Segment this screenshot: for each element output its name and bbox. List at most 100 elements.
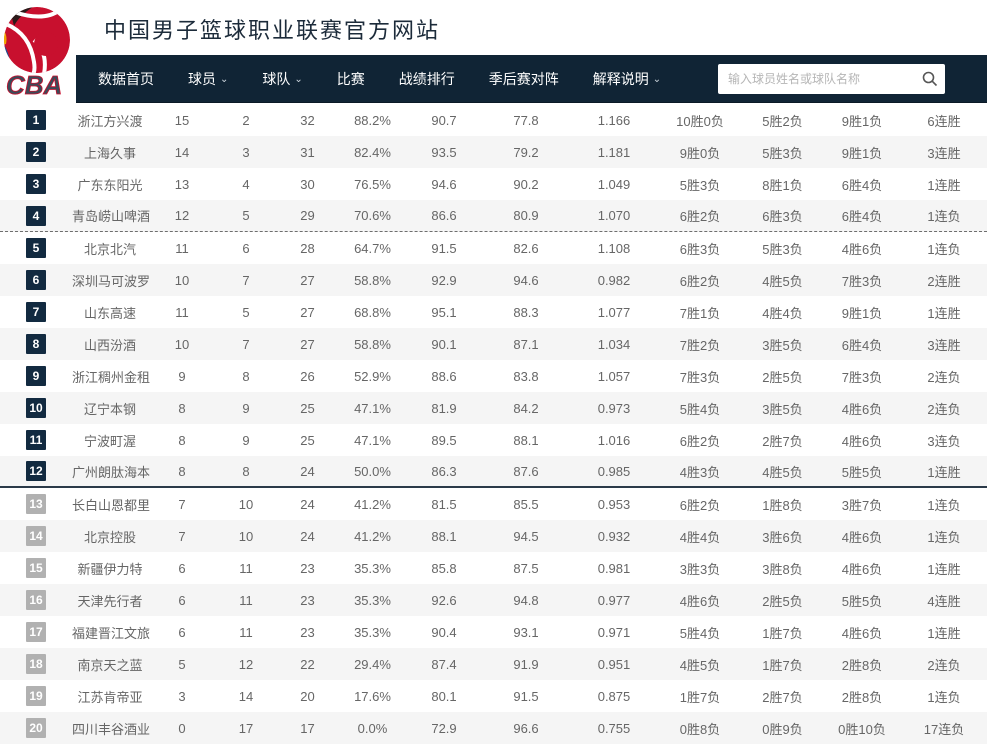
rank-cell: 9 bbox=[0, 366, 72, 386]
stat-cell: 1.034 bbox=[597, 336, 631, 352]
team-name-link[interactable]: 福建晋江文旅 bbox=[72, 625, 151, 641]
nav-item-2[interactable]: 球员 ⌄ bbox=[188, 69, 228, 89]
team-name-link[interactable]: 天津先行者 bbox=[77, 593, 143, 609]
stat-cell: 1连胜 bbox=[927, 177, 961, 193]
stat-cell: 4胜6负 bbox=[841, 433, 883, 449]
team-name-link[interactable]: 浙江稠州金租 bbox=[72, 369, 151, 385]
stat-cell: 2连负 bbox=[927, 369, 961, 385]
nav-item-3[interactable]: 球队 ⌄ bbox=[262, 69, 302, 89]
team-name-link[interactable]: 广东东阳光 bbox=[77, 177, 143, 193]
cba-logo-text: CBA bbox=[6, 70, 62, 100]
rank-cell: 14 bbox=[0, 526, 72, 546]
stat-cell: 1胜7负 bbox=[762, 657, 803, 673]
nav-item-7[interactable]: 解释说明 ⌄ bbox=[593, 69, 661, 89]
rank-badge: 9 bbox=[26, 366, 46, 386]
main-nav: 数据首页 球员 ⌄ 球队 ⌄ 比赛 战绩排行 季后赛对阵 解释说明 ⌄ bbox=[76, 55, 987, 103]
team-name-link[interactable]: 辽宁本钢 bbox=[83, 401, 136, 417]
nav-item-label: 球队 bbox=[262, 70, 291, 87]
team-name-link[interactable]: 四川丰谷酒业 bbox=[72, 721, 151, 737]
stat-cell: 0.982 bbox=[597, 272, 631, 288]
stat-cell: 17.6% bbox=[354, 688, 391, 704]
stat-cell: 23 bbox=[300, 560, 315, 576]
stat-cell: 23 bbox=[300, 624, 315, 640]
team-name-link[interactable]: 宁波町渥 bbox=[83, 433, 136, 449]
stat-cell: 5胜4负 bbox=[679, 625, 721, 641]
nav-item-label: 战绩排行 bbox=[398, 70, 455, 87]
team-name-link[interactable]: 浙江方兴渡 bbox=[77, 113, 143, 129]
stat-cell: 88.6 bbox=[431, 368, 457, 384]
stat-cell: 0胜8负 bbox=[679, 721, 721, 737]
table-row: 19 江苏肯帝亚 3 14 20 17.6% 80.1 91.5 0.875 1胜7负 2胜7负 2胜… bbox=[0, 680, 987, 712]
stat-cell: 58.8% bbox=[354, 272, 391, 288]
team-name-link[interactable]: 青岛崂山啤酒 bbox=[72, 209, 151, 224]
stat-cell: 6连胜 bbox=[927, 113, 961, 129]
rank-badge: 1 bbox=[26, 110, 46, 130]
stat-cell: 2胜8负 bbox=[841, 689, 883, 705]
stat-cell: 5 bbox=[242, 208, 250, 223]
team-name-link[interactable]: 深圳马可波罗 bbox=[72, 273, 151, 289]
stat-cell: 9 bbox=[242, 400, 250, 416]
nav-item-4[interactable]: 比赛 bbox=[337, 69, 365, 89]
stat-cell: 1.181 bbox=[597, 144, 631, 160]
team-name-link[interactable]: 长白山恩都里 bbox=[72, 497, 151, 513]
rank-badge: 11 bbox=[26, 430, 46, 450]
stat-cell: 4胜6负 bbox=[841, 529, 883, 545]
rank-cell: 12 bbox=[0, 461, 72, 481]
rank-badge: 3 bbox=[26, 174, 46, 194]
team-name-link[interactable]: 山西汾酒 bbox=[83, 337, 136, 353]
stat-cell: 7 bbox=[178, 528, 186, 544]
team-name-link[interactable]: 上海久事 bbox=[83, 145, 136, 161]
stat-cell: 41.2% bbox=[354, 496, 391, 512]
search-button[interactable] bbox=[921, 70, 939, 88]
nav-item-6[interactable]: 季后赛对阵 bbox=[489, 69, 559, 89]
stat-cell: 9胜1负 bbox=[841, 113, 883, 129]
rank-badge: 6 bbox=[26, 270, 46, 290]
stat-cell: 7胜3负 bbox=[841, 273, 883, 289]
stat-cell: 96.6 bbox=[513, 720, 539, 736]
stat-cell: 90.2 bbox=[513, 176, 539, 192]
stat-cell: 7胜3负 bbox=[841, 369, 883, 385]
team-name-link[interactable]: 北京控股 bbox=[83, 529, 136, 545]
stat-cell: 24 bbox=[300, 463, 315, 479]
table-row: 7 山东高速 11 5 27 68.8% 95.1 88.3 1.077 7胜1负 4胜4负 9胜1负… bbox=[0, 296, 987, 328]
rank-cell: 6 bbox=[0, 270, 72, 290]
stat-cell: 80.1 bbox=[431, 688, 457, 704]
table-row: 4 青岛崂山啤酒 12 5 29 70.6% 86.6 80.9 1.070 6胜2负 6胜3负 6胜… bbox=[0, 200, 987, 232]
stat-cell: 3胜3负 bbox=[679, 561, 721, 577]
stat-cell: 85.8 bbox=[431, 560, 457, 576]
rank-badge: 14 bbox=[26, 526, 46, 546]
search-input[interactable] bbox=[718, 63, 945, 94]
stat-cell: 72.9 bbox=[431, 720, 457, 736]
stat-cell: 6胜2负 bbox=[679, 433, 721, 449]
team-name-link[interactable]: 北京北汽 bbox=[83, 241, 136, 257]
table-row: 17 福建晋江文旅 6 11 23 35.3% 90.4 93.1 0.971 5胜4负 1胜7负 4… bbox=[0, 616, 987, 648]
stat-cell: 29.4% bbox=[354, 656, 391, 672]
stat-cell: 0.985 bbox=[597, 463, 631, 479]
stat-cell: 3胜6负 bbox=[762, 529, 803, 545]
site-title: 中国男子篮球职业联赛官方网站 bbox=[104, 18, 441, 43]
stat-cell: 7胜3负 bbox=[679, 369, 721, 385]
team-name-link[interactable]: 南京天之蓝 bbox=[77, 657, 143, 673]
rank-badge: 8 bbox=[26, 334, 46, 354]
stat-cell: 82.6 bbox=[513, 240, 539, 256]
team-name-link[interactable]: 山东高速 bbox=[83, 305, 136, 321]
nav-item-1[interactable]: 数据首页 bbox=[98, 69, 154, 89]
search-icon bbox=[922, 71, 938, 86]
rank-badge: 7 bbox=[26, 302, 46, 322]
stat-cell: 0.977 bbox=[597, 592, 631, 608]
stat-cell: 94.5 bbox=[513, 528, 539, 544]
stat-cell: 3连负 bbox=[927, 433, 961, 449]
stat-cell: 27 bbox=[300, 336, 315, 352]
stat-cell: 86.6 bbox=[431, 208, 457, 223]
stat-cell: 1.166 bbox=[597, 112, 631, 128]
team-name-link[interactable]: 新疆伊力特 bbox=[77, 561, 143, 577]
stat-cell: 92.6 bbox=[431, 592, 457, 608]
nav-item-5[interactable]: 战绩排行 bbox=[399, 69, 455, 89]
stat-cell: 5胜3负 bbox=[762, 241, 803, 257]
team-name-link[interactable]: 广州朗肽海本 bbox=[72, 464, 151, 480]
rank-cell: 17 bbox=[0, 622, 72, 642]
stat-cell: 25 bbox=[300, 400, 315, 416]
cba-logo[interactable]: CBA bbox=[0, 0, 76, 103]
stat-cell: 81.5 bbox=[431, 496, 457, 512]
team-name-link[interactable]: 江苏肯帝亚 bbox=[77, 689, 143, 705]
